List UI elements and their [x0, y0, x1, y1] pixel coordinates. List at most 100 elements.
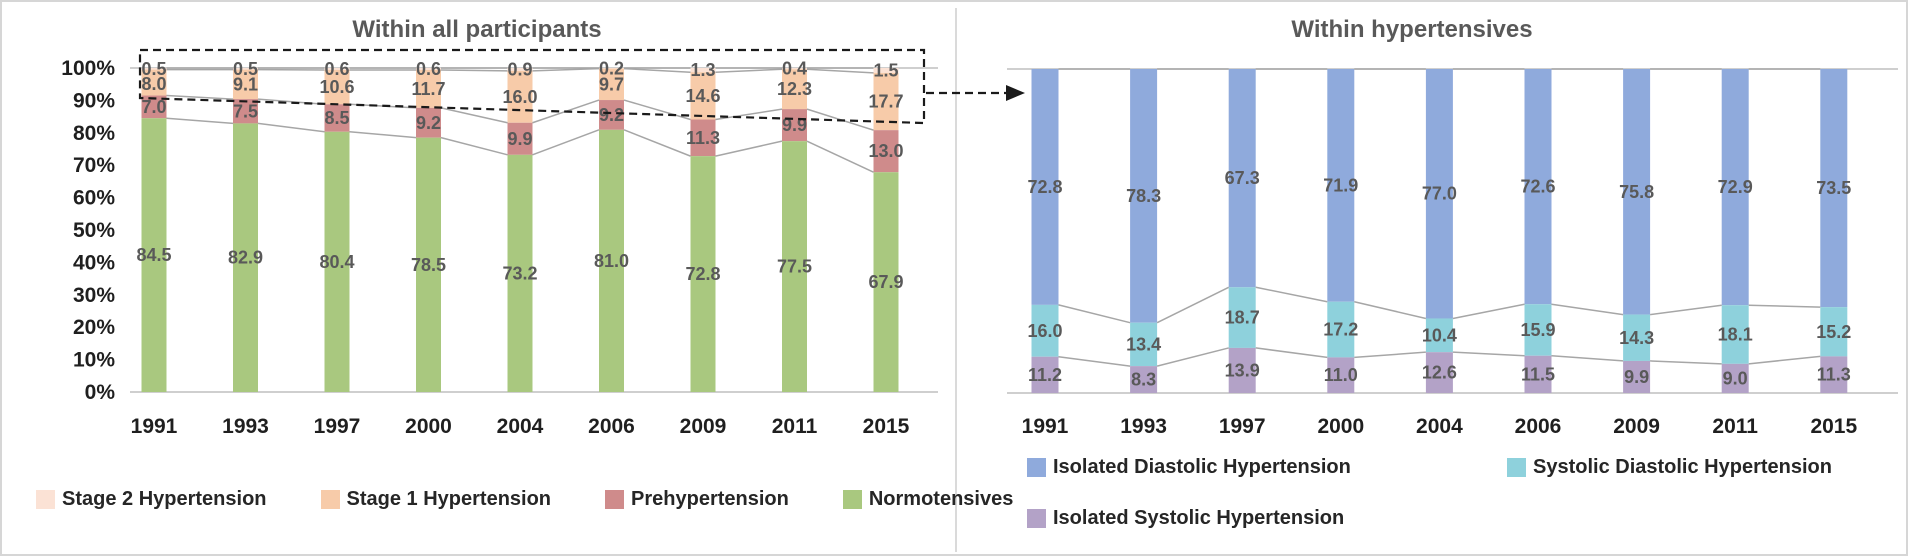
bar-value-label: 78.5 [411, 255, 446, 275]
bar-segment [1524, 69, 1552, 305]
series-connector-line [440, 69, 508, 72]
bar-segment [1524, 355, 1552, 393]
series-connector-line [1748, 304, 1821, 308]
bar-segment [1031, 69, 1059, 305]
bar-value-label: 15.2 [1816, 322, 1851, 342]
bar-segment [782, 68, 807, 70]
legend-item: Isolated Systolic Hypertension [1027, 507, 1344, 530]
year-label: 1991 [131, 415, 178, 438]
legend-label: Prehypertension [631, 488, 789, 510]
bar-segment [507, 122, 533, 155]
year-label: 2000 [405, 415, 452, 438]
bar-segment [1327, 357, 1355, 393]
bar-value-label: 7.0 [141, 97, 166, 117]
bar-value-label: 11.2 [1028, 365, 1062, 385]
series-connector-line [623, 129, 691, 157]
series-connector-line [1156, 286, 1230, 324]
series-connector-line [623, 99, 691, 121]
bar-segment [416, 69, 441, 108]
bar-value-label: 16.0 [502, 87, 537, 107]
legend-label: Systolic Diastolic Hypertension [1533, 456, 1832, 478]
bar-value-label: 8.0 [141, 74, 166, 94]
legend-item: Isolated Diastolic Hypertension [1027, 456, 1351, 479]
right-chart-title: Within hypertensives [1291, 16, 1533, 43]
legend-item: Stage 2 Hypertension [36, 488, 267, 511]
y-axis-tick-label: 90% [73, 89, 115, 112]
y-axis-tick-label: 100% [61, 57, 115, 80]
bar-segment [873, 172, 899, 392]
series-connector-line [257, 98, 325, 105]
bar-segment [782, 69, 807, 110]
bar-segment [1425, 69, 1453, 319]
series-connector-line [1156, 347, 1229, 367]
bar-segment [1425, 352, 1453, 393]
y-axis-tick-label: 0% [85, 381, 116, 404]
y-axis-tick-label: 80% [73, 122, 115, 145]
bar-segment [1721, 69, 1749, 306]
bar-segment [873, 68, 899, 73]
bar-value-label: 11.3 [686, 128, 720, 148]
series-connector-line [1255, 286, 1328, 303]
bar-value-label: 0.6 [416, 59, 441, 79]
bar-value-label: 9.7 [599, 74, 624, 94]
series-connector-line [440, 107, 508, 124]
year-label: 2015 [863, 415, 910, 438]
bar-value-label: 13.4 [1126, 334, 1161, 354]
series-connector-line [166, 117, 234, 125]
bar-value-label: 17.2 [1323, 320, 1358, 340]
bar-value-label: 0.5 [233, 59, 258, 79]
bar-value-label: 81.0 [594, 251, 629, 271]
bar-segment [1327, 301, 1355, 358]
bar-value-label: 12.6 [1422, 363, 1457, 383]
bar-segment [1031, 356, 1059, 393]
bar-value-label: 17.7 [868, 92, 903, 112]
series-connector-line [1354, 300, 1427, 320]
bar-value-label: 14.6 [685, 86, 720, 106]
year-label: 1997 [1219, 415, 1266, 438]
year-label: 2004 [497, 415, 544, 438]
year-label: 1997 [314, 415, 361, 438]
bar-value-label: 9.2 [416, 113, 441, 133]
bar-segment [1228, 69, 1256, 288]
series-connector-line [1255, 347, 1328, 359]
bar-value-label: 13.0 [868, 141, 903, 161]
bar-value-label: 0.6 [324, 59, 349, 79]
bar-segment [1820, 307, 1848, 357]
bar-value-label: 1.3 [690, 60, 715, 80]
bar-value-label: 1.5 [873, 60, 898, 80]
legend-swatch-icon [36, 490, 55, 509]
bar-segment [141, 118, 167, 392]
bar-segment [1228, 287, 1256, 348]
bar-value-label: 9.0 [1723, 368, 1748, 388]
bar-segment [324, 104, 350, 132]
bar-segment [233, 69, 258, 100]
y-axis-tick-label: 10% [73, 349, 115, 372]
bar-segment [1130, 69, 1158, 323]
series-connector-line [1748, 355, 1821, 365]
series-connector-line [806, 140, 874, 173]
bar-value-label: 72.9 [1718, 177, 1753, 197]
bar-segment [1623, 314, 1651, 361]
legend-swatch-icon [1027, 509, 1046, 528]
series-connector-line [1452, 303, 1525, 320]
year-label: 2011 [772, 415, 818, 438]
bar-segment [1820, 69, 1848, 308]
bar-segment [1721, 305, 1749, 364]
bar-segment [1623, 360, 1651, 393]
legend-label: Isolated Diastolic Hypertension [1053, 456, 1351, 478]
bar-value-label: 72.6 [1520, 177, 1555, 197]
bar-segment [690, 156, 716, 392]
year-label: 2000 [1317, 415, 1364, 438]
legend-swatch-icon [1507, 458, 1526, 477]
bar-segment [141, 68, 167, 70]
bar-value-label: 0.5 [141, 59, 166, 79]
bar-value-label: 16.0 [1027, 321, 1062, 341]
legend-swatch-icon [605, 490, 625, 509]
bar-value-label: 10.6 [319, 77, 354, 97]
bar-segment [324, 131, 350, 393]
bar-segment [1425, 318, 1453, 353]
y-axis-tick-label: 50% [73, 219, 115, 242]
bar-segment [782, 109, 807, 142]
